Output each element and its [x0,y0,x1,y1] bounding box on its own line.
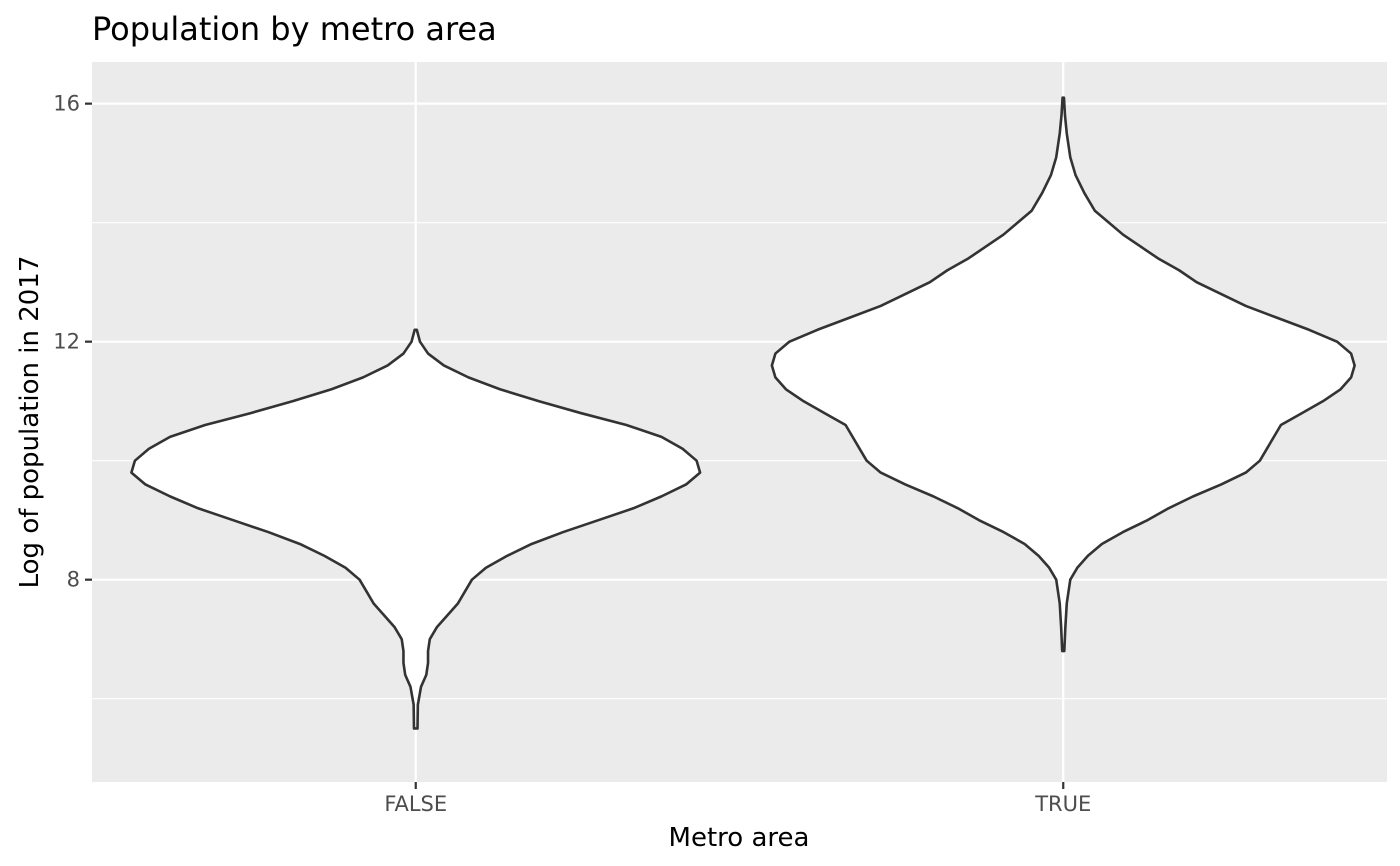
x-tick-label: FALSE [384,792,447,816]
chart-title: Population by metro area [92,10,497,48]
x-axis-title: Metro area [669,823,810,853]
y-tick-label: 8 [67,568,80,592]
violin-false [130,328,702,730]
violin-true [770,96,1356,653]
x-tick-label: TRUE [1034,792,1091,816]
violin-layer [130,96,1356,730]
axis-layer: 8 12 16 FALSE TRUE [53,92,1091,816]
y-tick-label: 16 [53,92,80,116]
y-tick-label: 12 [53,330,80,354]
y-axis-title: Log of population in 2017 [15,256,45,589]
